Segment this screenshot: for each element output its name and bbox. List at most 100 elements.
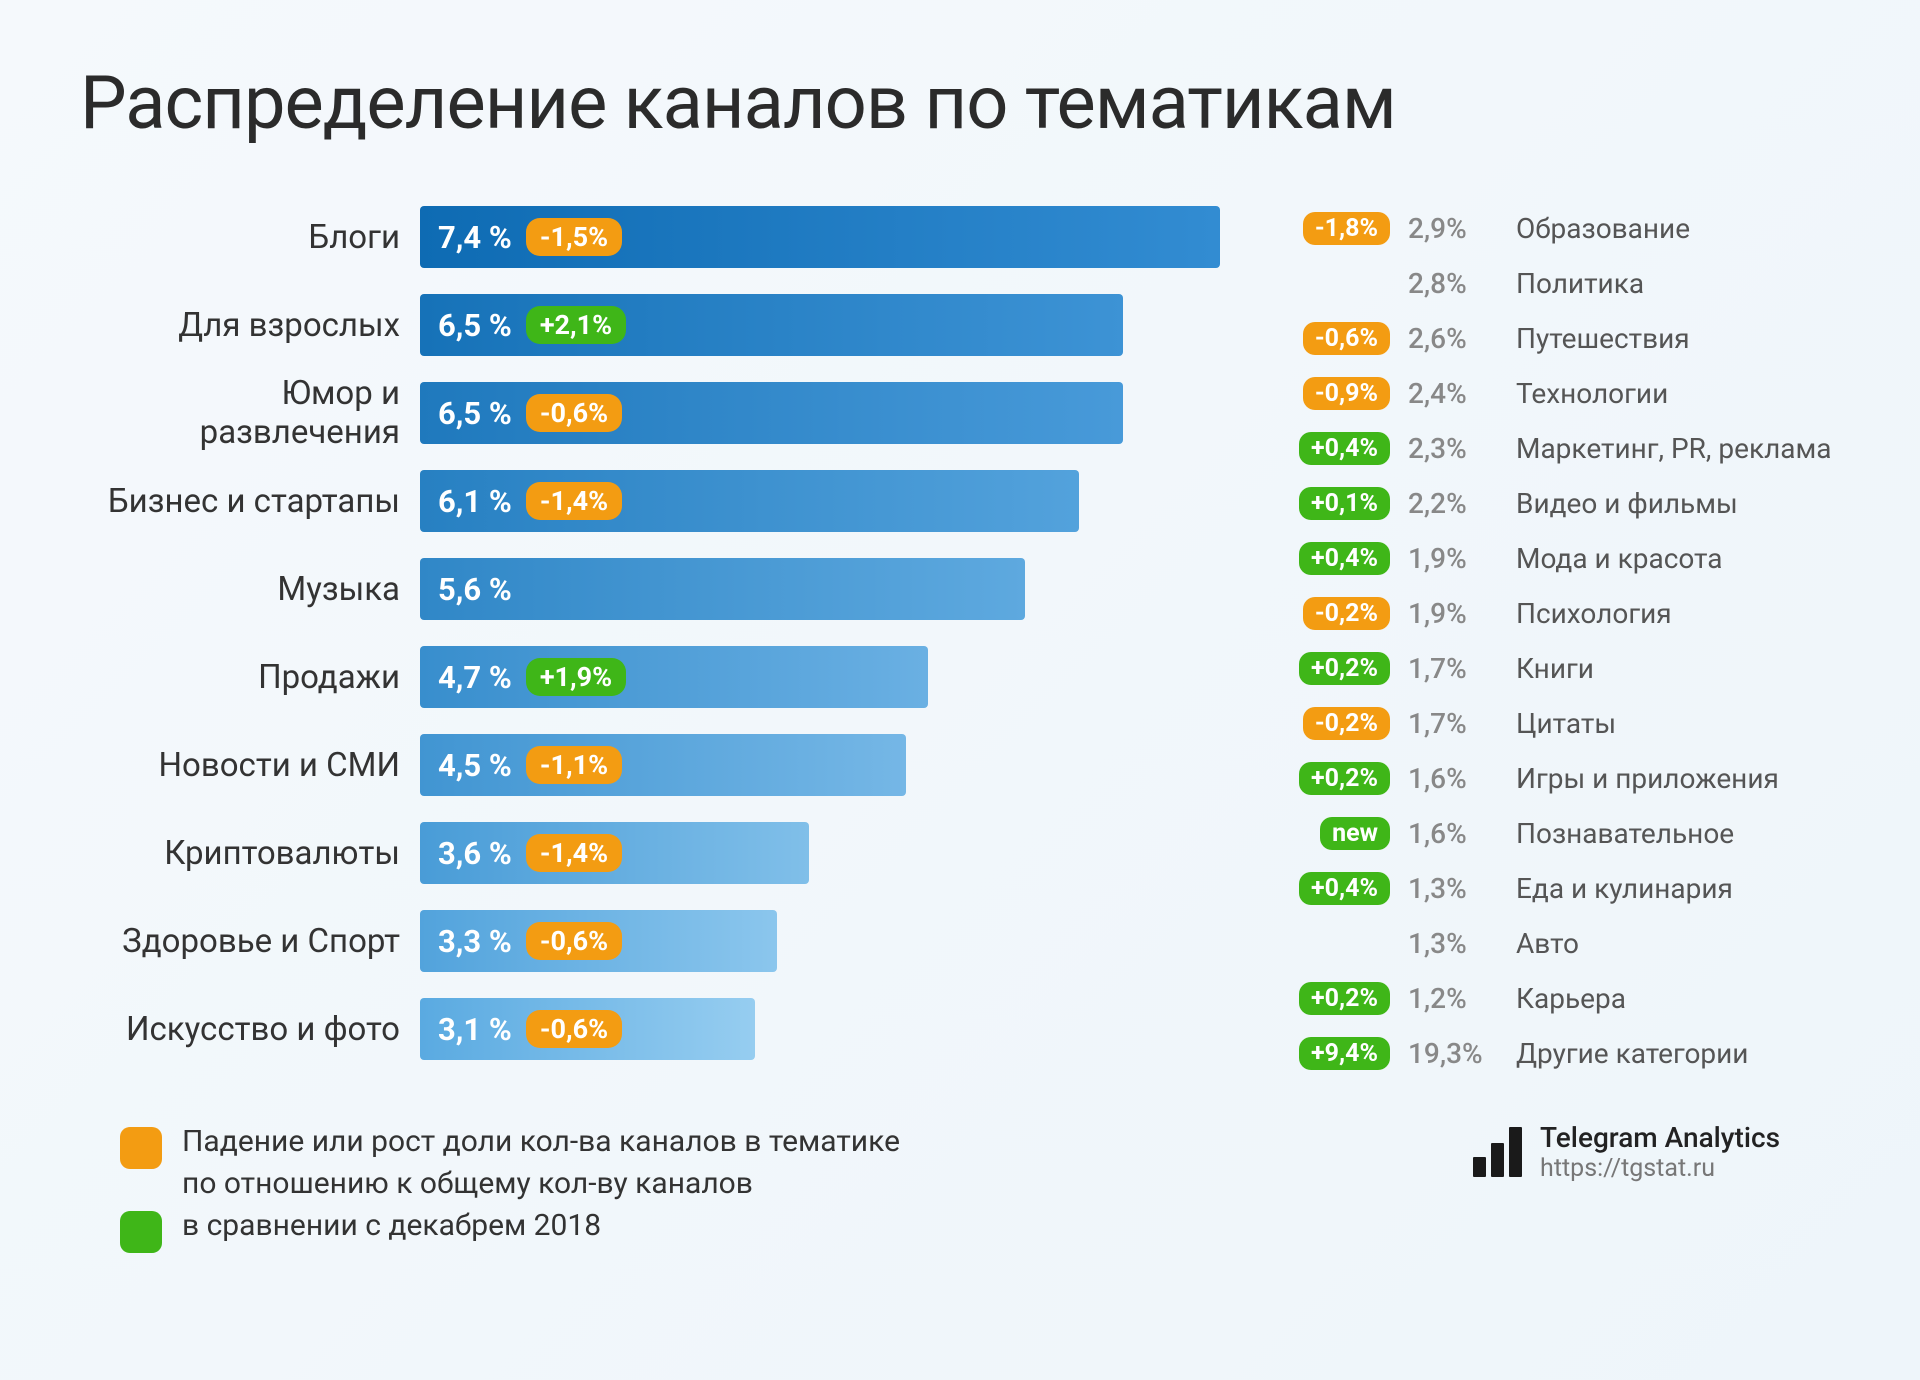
bar: 3,3 %-0,6% bbox=[420, 910, 777, 972]
bar-label: Искусство и фото bbox=[80, 1010, 420, 1049]
side-category-name: Образование bbox=[1516, 212, 1690, 245]
bar-track: 3,6 %-1,4% bbox=[420, 822, 1220, 884]
bar-value: 5,6 % bbox=[438, 571, 512, 608]
side-badge-slot: -0,2% bbox=[1280, 707, 1390, 740]
side-row: -1,8% 2,9% Образование bbox=[1280, 201, 1840, 256]
bar-track: 6,1 %-1,4% bbox=[420, 470, 1220, 532]
delta-badge: +0,4% bbox=[1299, 432, 1390, 465]
bar-label: Криптовалюты bbox=[80, 834, 420, 873]
side-badge-slot: +0,2% bbox=[1280, 652, 1390, 685]
bar-value: 6,5 % bbox=[438, 307, 512, 344]
side-percent: 2,3% bbox=[1408, 432, 1498, 465]
footer: Падение или рост доли кол-ва каналов в т… bbox=[80, 1121, 1840, 1253]
bar: 6,5 % +2,1% bbox=[420, 294, 1123, 356]
delta-badge: +0,2% bbox=[1299, 982, 1390, 1015]
delta-badge: +2,1% bbox=[526, 306, 626, 344]
side-percent: 1,2% bbox=[1408, 982, 1498, 1015]
delta-badge: -1,5% bbox=[526, 218, 622, 256]
bar-track: 3,1 %-0,6% bbox=[420, 998, 1220, 1060]
delta-badge: -0,6% bbox=[526, 922, 622, 960]
delta-badge: +9,4% bbox=[1299, 1037, 1390, 1070]
legend: Падение или рост доли кол-ва каналов в т… bbox=[120, 1121, 900, 1253]
bar-label: Новости и СМИ bbox=[80, 746, 420, 785]
bar-row: Искусство и фото3,1 %-0,6% bbox=[80, 989, 1220, 1069]
bar-value: 4,7 % bbox=[438, 659, 512, 696]
side-row: new1,6%Познавательное bbox=[1280, 806, 1840, 861]
side-percent: 2,9% bbox=[1408, 212, 1498, 245]
bar: 3,1 %-0,6% bbox=[420, 998, 755, 1060]
bar-row: Бизнес и стартапы6,1 %-1,4% bbox=[80, 461, 1220, 541]
side-row: +0,4%1,9%Мода и красота bbox=[1280, 531, 1840, 586]
side-badge-slot: +0,2% bbox=[1280, 762, 1390, 795]
side-row: -0,2% 1,7% Цитаты bbox=[1280, 696, 1840, 751]
side-badge-slot: -1,8% bbox=[1280, 212, 1390, 245]
delta-badge: +0,1% bbox=[1299, 487, 1390, 520]
bar-track: 7,4 %-1,5% bbox=[420, 206, 1220, 268]
brand-bars-icon bbox=[1473, 1127, 1522, 1177]
brand: Telegram Analytics https://tgstat.ru bbox=[1473, 1121, 1840, 1183]
side-percent: 1,9% bbox=[1408, 597, 1498, 630]
side-badge-slot: -0,6% bbox=[1280, 322, 1390, 355]
side-category-name: Другие категории bbox=[1516, 1037, 1748, 1070]
bar-label: Для взрослых bbox=[80, 306, 420, 345]
side-badge-slot: +9,4% bbox=[1280, 1037, 1390, 1070]
side-percent: 2,4% bbox=[1408, 377, 1498, 410]
bar-value: 3,6 % bbox=[438, 835, 512, 872]
side-category-name: Видео и фильмы bbox=[1516, 487, 1738, 520]
bar-track: 4,5 % -1,1% bbox=[420, 734, 1220, 796]
side-row: -0,2% 1,9% Психология bbox=[1280, 586, 1840, 641]
delta-badge: -1,8% bbox=[1303, 212, 1390, 245]
side-category-name: Психология bbox=[1516, 597, 1672, 630]
side-percent: 1,9% bbox=[1408, 542, 1498, 575]
bar-chart: Блоги7,4 %-1,5%Для взрослых 6,5 % +2,1% Юмо… bbox=[80, 197, 1220, 1081]
delta-badge: -0,9% bbox=[1303, 377, 1390, 410]
bar: 7,4 %-1,5% bbox=[420, 206, 1220, 268]
delta-badge: +0,2% bbox=[1299, 652, 1390, 685]
bar: 4,5 % -1,1% bbox=[420, 734, 906, 796]
delta-badge: -0,2% bbox=[1303, 597, 1390, 630]
swatch-growth-icon bbox=[120, 1211, 162, 1253]
side-percent: 1,7% bbox=[1408, 707, 1498, 740]
bar-value: 3,1 % bbox=[438, 1011, 512, 1048]
delta-badge: -0,6% bbox=[526, 394, 622, 432]
legend-swatches bbox=[120, 1121, 162, 1253]
side-category-name: Авто bbox=[1516, 927, 1579, 960]
side-category-name: Еда и кулинария bbox=[1516, 872, 1733, 905]
bar-label: Продажи bbox=[80, 658, 420, 697]
legend-line-3: в сравнении с декабрем 2018 bbox=[182, 1208, 601, 1243]
page-title: Распределение каналов по тематикам bbox=[80, 60, 1840, 147]
side-badge-slot: +0,2% bbox=[1280, 982, 1390, 1015]
bar: 3,6 %-1,4% bbox=[420, 822, 809, 884]
side-badge-slot: +0,1% bbox=[1280, 487, 1390, 520]
bar-value: 4,5 % bbox=[438, 747, 512, 784]
side-percent: 2,2% bbox=[1408, 487, 1498, 520]
side-category-name: Мода и красота bbox=[1516, 542, 1723, 575]
side-row: +0,2% 1,7% Книги bbox=[1280, 641, 1840, 696]
side-row: 2,8%Политика bbox=[1280, 256, 1840, 311]
side-list: -1,8% 2,9% Образование 2,8%Политика -0,6% 2,6… bbox=[1280, 197, 1840, 1081]
side-row: +0,2%1,6%Игры и приложения bbox=[1280, 751, 1840, 806]
side-percent: 1,3% bbox=[1408, 872, 1498, 905]
side-category-name: Карьера bbox=[1516, 982, 1626, 1015]
bar-label: Юмор и развлечения bbox=[80, 374, 420, 452]
delta-badge: +0,4% bbox=[1299, 872, 1390, 905]
side-category-name: Цитаты bbox=[1516, 707, 1616, 740]
bar: 6,1 %-1,4% bbox=[420, 470, 1079, 532]
bar-row: Новости и СМИ 4,5 % -1,1% bbox=[80, 725, 1220, 805]
side-badge-slot: -0,2% bbox=[1280, 597, 1390, 630]
side-percent: 1,6% bbox=[1408, 762, 1498, 795]
side-percent: 19,3% bbox=[1408, 1037, 1498, 1070]
delta-badge: -1,1% bbox=[526, 746, 622, 784]
side-percent: 1,7% bbox=[1408, 652, 1498, 685]
side-category-name: Книги bbox=[1516, 652, 1594, 685]
side-row: -0,9%2,4%Технологии bbox=[1280, 366, 1840, 421]
delta-badge: new bbox=[1320, 817, 1390, 850]
side-percent: 2,8% bbox=[1408, 267, 1498, 300]
side-category-name: Маркетинг, PR, реклама bbox=[1516, 432, 1832, 465]
bar-label: Блоги bbox=[80, 218, 420, 257]
bar-track: 5,6 % bbox=[420, 558, 1220, 620]
side-row: +9,4% 19,3% Другие категории bbox=[1280, 1026, 1840, 1081]
bar-row: Для взрослых 6,5 % +2,1% bbox=[80, 285, 1220, 365]
bar-label: Бизнес и стартапы bbox=[80, 482, 420, 521]
side-percent: 2,6% bbox=[1408, 322, 1498, 355]
